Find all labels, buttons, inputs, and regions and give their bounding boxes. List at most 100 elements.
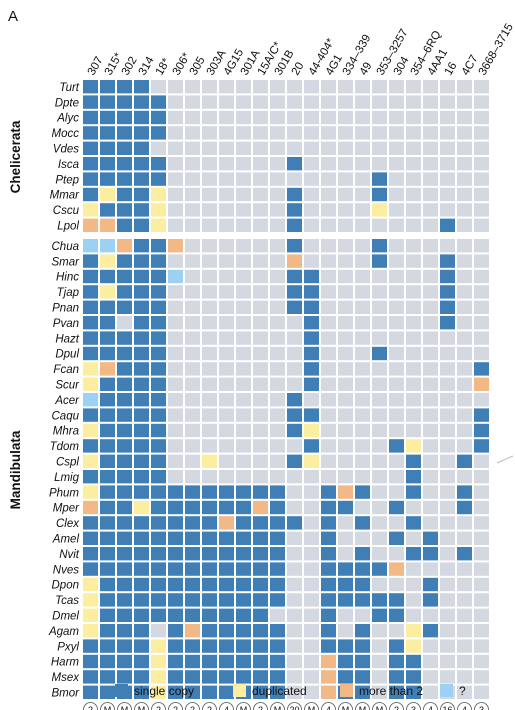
heatmap-cell [440,423,455,438]
heatmap-cell [83,187,98,202]
heatmap-cell [406,285,421,299]
heatmap-cell [270,470,285,484]
heatmap-cell [406,203,421,217]
heatmap-cell [151,218,166,232]
heatmap-cell [355,187,370,202]
heatmap-cell [168,285,183,299]
row-label: Msex [52,672,81,684]
heatmap-cell [185,157,200,171]
heatmap-cell [202,203,217,217]
heatmap-cell [117,485,132,499]
heatmap-cell [372,670,387,684]
heatmap-cell [440,670,455,684]
heatmap-cell [440,239,455,253]
heatmap-cell [236,608,251,622]
heatmap-cell [457,562,472,576]
heatmap-cell [372,562,387,576]
heatmap-cell [270,439,285,453]
heatmap-cell [355,269,370,284]
heatmap-cell [185,547,200,561]
heatmap-cell [321,500,336,515]
heatmap-cell [117,126,132,140]
count-label: 4 [224,705,229,710]
heatmap-cell [389,316,404,330]
heatmap-cell [440,485,455,499]
heatmap-cell [474,562,489,576]
heatmap-cell [202,285,217,299]
heatmap-cell [253,500,268,515]
heatmap-cell [304,593,319,607]
heatmap-cell [423,531,438,545]
heatmap-cell [202,141,217,155]
heatmap-cell [423,439,438,453]
row-label: Dpul [55,349,79,361]
legend-swatch [233,684,246,697]
heatmap-cell [270,331,285,345]
heatmap-cell [219,187,234,202]
heatmap-cell [168,439,183,453]
heatmap-cell [474,624,489,638]
heatmap-cell [423,172,438,186]
heatmap-cell [236,485,251,499]
heatmap-cell [372,454,387,468]
heatmap-cell [219,80,234,94]
heatmap-cell [185,685,200,699]
heatmap-cell [440,547,455,561]
row-label: Smar [52,256,81,268]
heatmap-cell [185,203,200,217]
heatmap-cell [100,577,115,592]
heatmap-cell [202,362,217,376]
row-label: Dmel [52,611,79,623]
heatmap-cell [406,187,421,202]
heatmap-cell [389,346,404,361]
heatmap-cell [100,346,115,361]
heatmap-cell [389,639,404,653]
heatmap-cell [406,80,421,94]
heatmap-cell [219,500,234,515]
heatmap-cell [236,500,251,515]
heatmap-cell [474,141,489,155]
heatmap-cell [372,141,387,155]
heatmap-cell [355,285,370,299]
heatmap-cell [338,670,353,684]
heatmap-cell [253,485,268,499]
heatmap-cell [474,500,489,515]
heatmap-cell [236,531,251,545]
heatmap-cell [202,95,217,109]
heatmap-cell [440,639,455,653]
heatmap-cell [321,126,336,140]
heatmap-cell [117,593,132,607]
heatmap-cell [457,685,472,699]
heatmap-cell [304,126,319,140]
heatmap-cell [151,423,166,438]
heatmap-cell [389,685,404,699]
heatmap-cell [236,362,251,376]
heatmap-cell [474,393,489,407]
heatmap-cell [389,500,404,515]
heatmap-cell [474,377,489,391]
heatmap-cell [168,500,183,515]
heatmap-cell [83,269,98,284]
heatmap-cell [389,393,404,407]
heatmap-cell [100,316,115,330]
heatmap-cell [185,624,200,638]
heatmap-cell [83,670,98,684]
heatmap-cell [100,547,115,561]
heatmap-cell [423,285,438,299]
heatmap-cell [423,254,438,268]
heatmap-cell [134,500,149,515]
heatmap-cell [338,547,353,561]
heatmap-cell [202,485,217,499]
row-label: Cspl [56,457,79,469]
heatmap-cell [440,500,455,515]
heatmap-cell [219,203,234,217]
heatmap-cell [236,316,251,330]
heatmap-cell [372,408,387,422]
heatmap-cell [100,254,115,268]
heatmap-cell [338,331,353,345]
heatmap-cell [270,300,285,314]
group-labels: Chelicerata Mandibulata [8,120,23,509]
heatmap-cell [270,608,285,622]
heatmap-cell [440,141,455,155]
heatmap-cell [134,377,149,391]
